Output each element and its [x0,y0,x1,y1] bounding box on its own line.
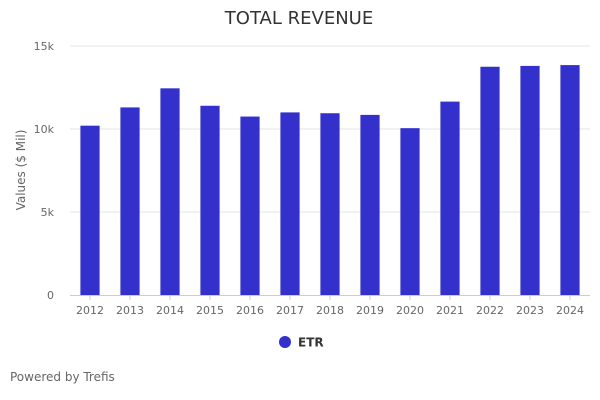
legend-item-etr[interactable]: ETR [279,336,324,350]
bar-2019[interactable] [360,114,380,295]
x-tick-label: 2013 [116,304,144,317]
x-tick-label: 2022 [476,304,504,317]
y-tick-label: 10k [34,123,55,136]
y-tick-label: 5k [41,206,55,219]
legend-label: ETR [298,336,324,350]
x-tick-label: 2023 [516,304,544,317]
bar-2017[interactable] [280,112,300,296]
bar-2021[interactable] [440,101,460,295]
bar-2018[interactable] [320,113,340,295]
bar-2013[interactable] [120,107,140,295]
bar-2023[interactable] [520,65,540,295]
axes: 0 5k 10k 15k 2012 2013 2014 2015 2016 2017 2018 201… [34,40,590,317]
x-tick-label: 2021 [436,304,464,317]
x-tick-label: 2016 [236,304,264,317]
bar-2012[interactable] [80,125,100,296]
y-tick-label: 15k [34,40,55,53]
bar-2020[interactable] [400,128,420,295]
x-tick-label: 2024 [556,304,584,317]
x-tick-label: 2012 [76,304,104,317]
x-tick-label: 2017 [276,304,304,317]
bar-2015[interactable] [200,105,220,295]
bar-2022[interactable] [480,66,500,295]
x-tick-label: 2018 [316,304,344,317]
x-tick-label: 2019 [356,304,384,317]
y-axis-label: Values ($ Mil) [14,130,28,211]
x-tick-label: 2014 [156,304,184,317]
y-tick-label: 0 [47,289,54,302]
x-tick-label: 2020 [396,304,424,317]
bar-series [80,65,580,296]
legend[interactable]: ETR [279,336,324,350]
bar-2024[interactable] [560,65,580,295]
bar-2016[interactable] [240,116,260,295]
legend-marker-icon [279,336,291,348]
x-tick-label: 2015 [196,304,224,317]
powered-by-credit[interactable]: Powered by Trefis [10,370,115,384]
chart-title: TOTAL REVENUE [224,8,373,29]
bar-2014[interactable] [160,88,180,295]
